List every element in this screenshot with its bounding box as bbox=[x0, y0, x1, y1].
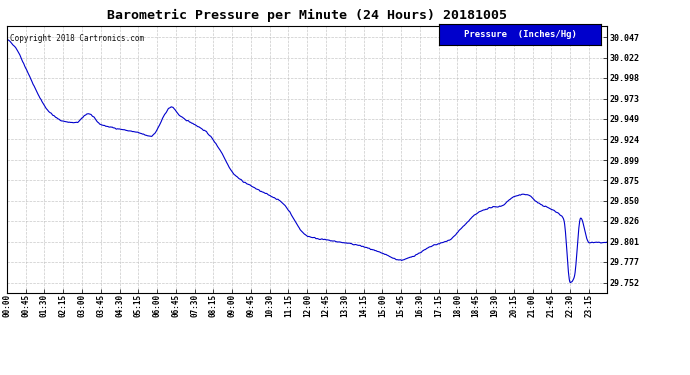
Text: Copyright 2018 Cartronics.com: Copyright 2018 Cartronics.com bbox=[10, 34, 144, 43]
Title: Barometric Pressure per Minute (24 Hours) 20181005: Barometric Pressure per Minute (24 Hours… bbox=[107, 9, 507, 22]
